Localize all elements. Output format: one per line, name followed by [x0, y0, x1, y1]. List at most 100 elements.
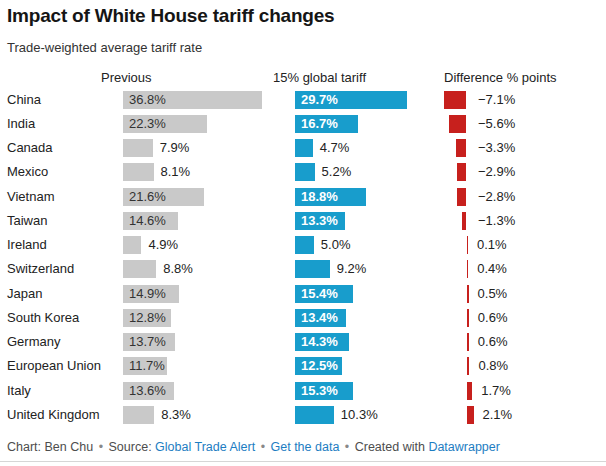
difference-bar — [467, 236, 468, 254]
footer-separator: • — [259, 440, 267, 454]
table-row: United Kingdom8.3%10.3%2.1% — [0, 406, 606, 424]
difference-value: −2.8% — [478, 188, 515, 206]
table-row: Switzerland 8.8% 9.2% 0.4% — [0, 260, 606, 278]
previous-value: 14.6% — [129, 212, 166, 230]
previous-value: 8.1% — [161, 163, 191, 181]
row-label-country: European Union — [7, 357, 101, 375]
row-label-country: India — [7, 115, 35, 133]
previous-value: 12.8% — [129, 309, 166, 327]
difference-value: −1.3% — [478, 212, 515, 230]
column-header-new-tariff: 15% global tariff — [273, 70, 366, 85]
footer-created-with: Created with — [355, 440, 425, 454]
difference-value: 1.7% — [481, 382, 511, 400]
footer: Chart: Ben Chu • Source: Global Trade Al… — [7, 440, 599, 454]
new-tariff-value: 13.4% — [301, 309, 338, 327]
chart-title: Impact of White House tariff changes — [7, 5, 334, 27]
previous-value: 8.3% — [161, 406, 191, 424]
table-row: Mexico 8.1% 5.2% −2.9% — [0, 163, 606, 181]
difference-value: −7.1% — [478, 91, 515, 109]
difference-value: 0.1% — [477, 236, 507, 254]
table-row: India 22.3% 16.7% −5.6% — [0, 115, 606, 133]
row-label-country: Canada — [7, 139, 53, 157]
difference-bar — [456, 139, 466, 157]
previous-value: 4.9% — [148, 236, 178, 254]
table-row: Vietnam21.6%18.8%−2.8% — [0, 188, 606, 206]
difference-value: −2.9% — [478, 163, 515, 181]
difference-bar — [467, 333, 469, 351]
new-tariff-value: 12.5% — [301, 357, 338, 375]
table-row: China 36.8% 29.7% −7.1% — [0, 91, 606, 109]
difference-value: 0.6% — [478, 333, 508, 351]
table-row: European Union 11.7% 12.5% 0.8% — [0, 357, 606, 375]
difference-bar — [462, 212, 466, 230]
previous-value: 22.3% — [129, 115, 166, 133]
difference-bar — [457, 163, 466, 181]
new-tariff-bar — [295, 236, 314, 254]
new-tariff-value: 4.7% — [320, 139, 350, 157]
new-tariff-value: 15.4% — [301, 285, 338, 303]
previous-value: 21.6% — [129, 188, 166, 206]
table-row: Germany 13.7% 14.3% 0.6% — [0, 333, 606, 351]
previous-bar — [123, 406, 154, 424]
difference-value: −3.3% — [478, 139, 515, 157]
new-tariff-value: 10.3% — [341, 406, 378, 424]
table-row: South Korea 12.8% 13.4% 0.6% — [0, 309, 606, 327]
previous-value: 13.7% — [129, 333, 166, 351]
footer-source-label: Source: — [109, 440, 152, 454]
footer-separator: • — [97, 440, 105, 454]
new-tariff-value: 5.2% — [322, 163, 352, 181]
new-tariff-bar — [295, 139, 313, 157]
table-row: Italy13.6%15.3%1.7% — [0, 382, 606, 400]
column-header-previous: Previous — [101, 70, 152, 85]
previous-bar — [123, 163, 154, 181]
previous-value: 7.9% — [160, 139, 190, 157]
previous-value: 13.6% — [129, 382, 166, 400]
new-tariff-value: 15.3% — [301, 382, 338, 400]
row-label-country: Mexico — [7, 163, 48, 181]
difference-bar — [467, 260, 468, 278]
bottom-divider — [0, 461, 606, 462]
table-row: Japan14.9%15.4%0.5% — [0, 285, 606, 303]
difference-bar — [449, 115, 466, 133]
row-label-country: Switzerland — [7, 260, 74, 278]
footer-separator: • — [343, 440, 351, 454]
row-label-country: Germany — [7, 333, 60, 351]
difference-value: −5.6% — [478, 115, 515, 133]
difference-value: 0.5% — [478, 285, 508, 303]
new-tariff-bar — [295, 163, 315, 181]
difference-bar — [444, 91, 466, 109]
previous-value: 36.8% — [129, 91, 166, 109]
difference-value: 0.8% — [478, 357, 508, 375]
footer-get-data-link[interactable]: Get the data — [271, 440, 340, 454]
previous-value: 14.9% — [129, 285, 166, 303]
chart-canvas: Impact of White House tariff changes Tra… — [0, 0, 606, 466]
table-row: Canada 7.9% 4.7% −3.3% — [0, 139, 606, 157]
difference-bar — [467, 406, 474, 424]
previous-bar — [123, 260, 156, 278]
difference-value: 0.6% — [478, 309, 508, 327]
difference-bar — [467, 382, 472, 400]
new-tariff-bar — [295, 260, 330, 278]
new-tariff-value: 29.7% — [301, 91, 338, 109]
new-tariff-value: 18.8% — [301, 188, 338, 206]
table-row: Ireland4.9%5.0%0.1% — [0, 236, 606, 254]
difference-value: 2.1% — [483, 406, 513, 424]
table-row: Taiwan14.6%13.3%−1.3% — [0, 212, 606, 230]
difference-bar — [467, 309, 469, 327]
previous-bar — [123, 236, 141, 254]
new-tariff-value: 16.7% — [301, 115, 338, 133]
new-tariff-bar — [295, 406, 334, 424]
difference-value: 0.4% — [477, 260, 507, 278]
row-label-country: China — [7, 91, 41, 109]
difference-bar — [467, 285, 469, 303]
footer-datawrapper-link[interactable]: Datawrapper — [428, 440, 500, 454]
row-label-country: South Korea — [7, 309, 79, 327]
footer-credit: Chart: Ben Chu — [7, 440, 93, 454]
previous-value: 8.8% — [163, 260, 193, 278]
footer-source-link[interactable]: Global Trade Alert — [155, 440, 255, 454]
new-tariff-value: 9.2% — [337, 260, 367, 278]
previous-value: 11.7% — [129, 357, 165, 375]
column-header-difference: Difference % points — [444, 70, 557, 85]
new-tariff-value: 14.3% — [301, 333, 338, 351]
previous-bar — [123, 139, 153, 157]
